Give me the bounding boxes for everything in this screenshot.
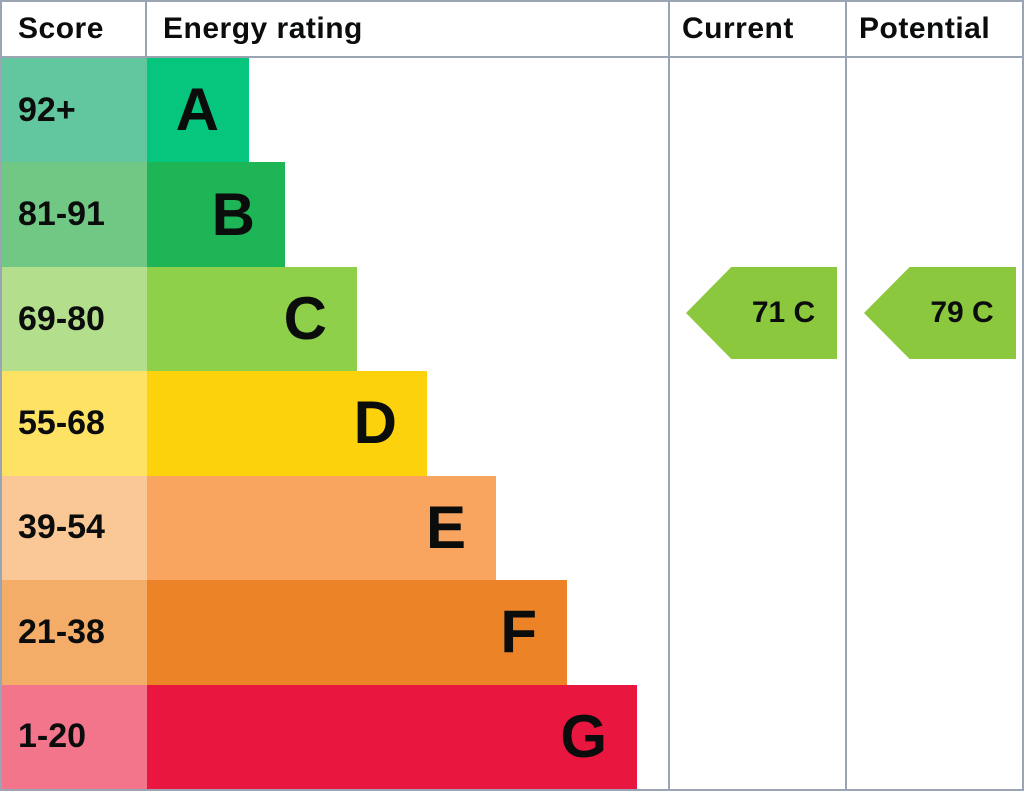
rating-row: 1-20 G — [2, 684, 668, 789]
current-rating-value: 71 C — [751, 296, 816, 329]
rating-band-bar: E — [147, 475, 496, 581]
score-range-cell: 69-80 — [2, 266, 147, 372]
potential-header-row: Potential — [847, 2, 1022, 58]
rating-row: 81-91 B — [2, 162, 668, 267]
rating-band-bar: C — [147, 266, 357, 372]
score-range-cell: 39-54 — [2, 475, 147, 581]
rating-section: Score Energy rating 92+ A 81-91 B 69-80 … — [2, 2, 668, 789]
rating-row: 39-54 E — [2, 475, 668, 581]
rating-row: 92+ A — [2, 58, 668, 163]
potential-rating-value: 79 C — [930, 296, 994, 329]
rating-row: 21-38 F — [2, 580, 668, 685]
score-range-cell: 1-20 — [2, 684, 147, 789]
rating-row: 55-68 D — [2, 371, 668, 476]
rating-band-letter: G — [560, 702, 607, 770]
score-column-header: Score — [2, 2, 147, 56]
rating-band-letter: B — [211, 180, 255, 248]
rating-band-bar: G — [147, 684, 637, 789]
current-column-header: Current — [682, 12, 794, 45]
score-range-cell: 92+ — [2, 58, 147, 163]
rating-band-letter: C — [283, 285, 327, 353]
score-range-cell: 21-38 — [2, 580, 147, 685]
rating-band-bar: A — [147, 58, 249, 163]
rating-row: 69-80 C — [2, 266, 668, 372]
potential-column-body: 79 C — [847, 58, 1022, 789]
rating-band-bar: F — [147, 580, 567, 685]
rating-band-bar: B — [147, 162, 285, 267]
score-range-cell: 55-68 — [2, 371, 147, 476]
current-column-body: 71 C — [670, 58, 845, 789]
rating-band-bar: D — [147, 371, 427, 476]
potential-column-header: Potential — [859, 12, 991, 45]
rating-band-letter: A — [175, 76, 219, 144]
energy-rating-column-header: Energy rating — [163, 12, 363, 45]
rating-band-letter: F — [500, 598, 537, 666]
current-rating-arrow: 71 C — [686, 267, 837, 359]
current-header-row: Current — [670, 2, 845, 58]
potential-column: Potential 79 C — [845, 2, 1022, 789]
score-range-cell: 81-91 — [2, 162, 147, 267]
potential-rating-arrow: 79 C — [864, 267, 1016, 359]
rating-band-letter: D — [353, 389, 397, 457]
rating-rows: 92+ A 81-91 B 69-80 C 55-68 D 39-54 E 21… — [2, 58, 668, 789]
current-column: Current 71 C — [668, 2, 845, 789]
rating-band-letter: E — [425, 493, 466, 561]
header-row: Score Energy rating — [2, 2, 668, 58]
